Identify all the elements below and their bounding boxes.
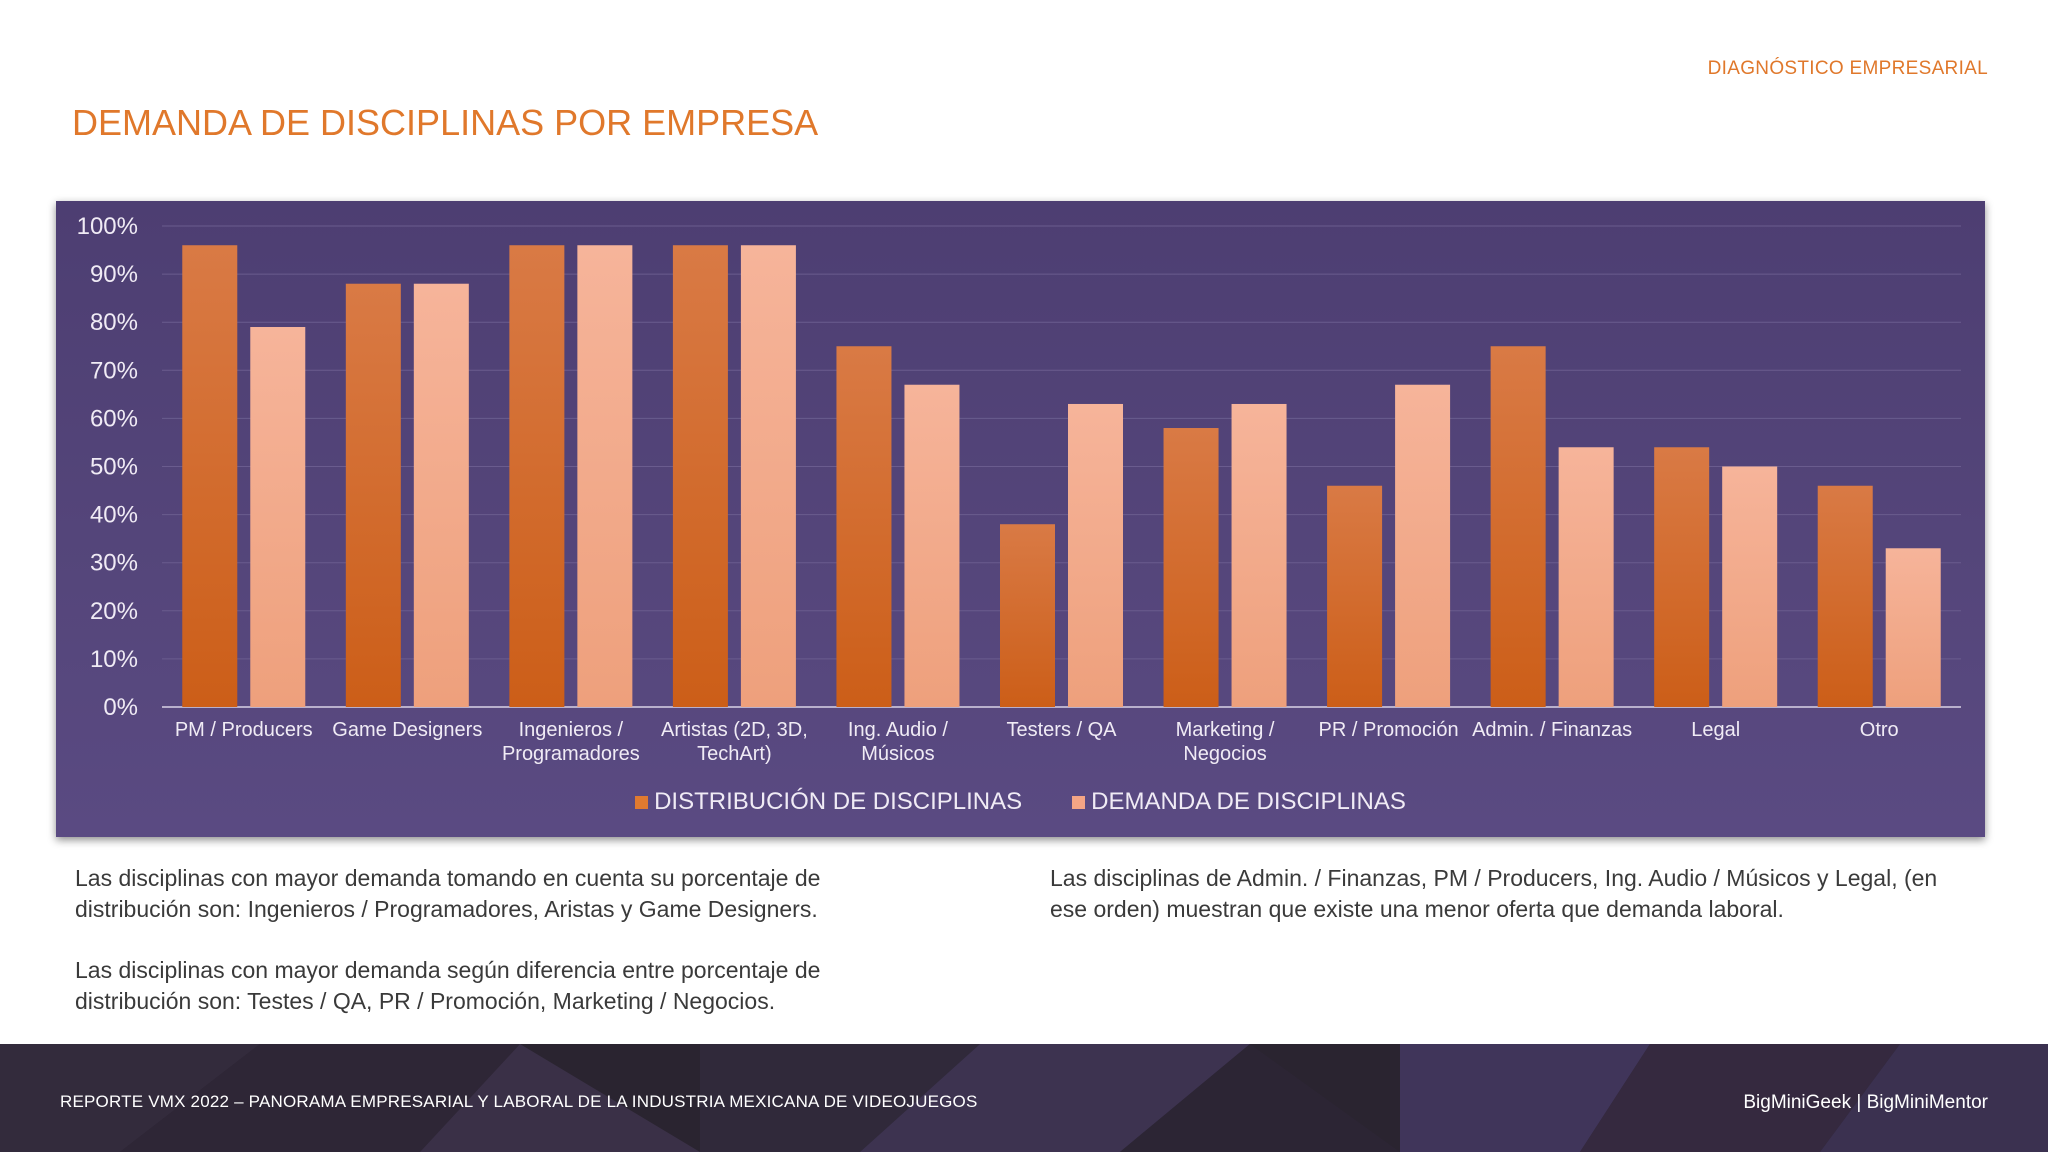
bar-distribucion [1327, 485, 1383, 707]
y-tick-label: 60% [90, 405, 138, 432]
legend-label-demanda: DEMANDA DE DISCIPLINAS [1091, 788, 1406, 815]
bar-demanda [1722, 466, 1778, 707]
bar-chart: 0% 10% 20% 30% 40% 50% 60% 70% 80% 90% 100% PM / Pr… [56, 201, 1985, 837]
chart-legend: DISTRIBUCIÓN DE DISCIPLINAS DEMANDA DE D… [56, 788, 1985, 816]
left-paragraph-2: Las disciplinas con mayor demanda según … [75, 957, 821, 1014]
x-tick-label: Marketing / [1176, 719, 1275, 741]
page-title: DEMANDA DE DISCIPLINAS POR EMPRESA [72, 102, 819, 143]
bar-demanda [413, 283, 469, 707]
x-tick-label: Game Designers [332, 719, 482, 741]
legend-swatch-distribucion [635, 795, 649, 809]
footer-facet [1120, 1044, 1400, 1152]
footer-facet [120, 1044, 520, 1152]
bar-demanda [577, 245, 633, 708]
x-tick-label: Artistas (2D, 3D, [661, 719, 808, 741]
bar-demanda [1068, 403, 1123, 707]
footer-pattern [0, 1044, 2048, 1152]
bar-distribucion [509, 245, 565, 708]
x-tick-label: Testers / QA [1006, 719, 1117, 741]
right-paragraph-1: Las disciplinas de Admin. / Finanzas, PM… [1050, 865, 1938, 922]
footer-facet [0, 1044, 260, 1152]
bar-distribucion [836, 346, 892, 707]
y-tick-label: 20% [90, 598, 138, 625]
x-tick-label: Músicos [861, 743, 934, 765]
footer-facet [420, 1044, 700, 1152]
bar-distribucion [1817, 485, 1873, 707]
x-tick-label: Ingenieros / [519, 719, 624, 741]
x-tick-label: Negocios [1183, 743, 1266, 765]
bar-demanda [250, 327, 306, 707]
y-tick-label: 10% [90, 646, 138, 673]
y-tick-label: 30% [90, 550, 138, 577]
bar-distribucion [1000, 524, 1055, 707]
left-paragraph-1: Las disciplinas con mayor demanda tomand… [75, 865, 821, 922]
footer-report-title: REPORTE VMX 2022 – PANORAMA EMPRESARIAL … [60, 1092, 978, 1111]
footer-brand: BigMiniGeek | BigMiniMentor [1743, 1092, 1988, 1113]
footer-facet [1580, 1044, 1900, 1152]
y-tick-label: 70% [90, 357, 138, 384]
section-tag: DIAGNÓSTICO EMPRESARIAL [1707, 58, 1988, 79]
y-tick-label: 0% [103, 694, 138, 721]
chart-svg: 0% 10% 20% 30% 40% 50% 60% 70% 80% 90% 100% PM / Pr… [77, 213, 1961, 765]
footer-facet [700, 1044, 980, 1152]
bar-distribucion [672, 245, 728, 708]
x-tick-label: TechArt) [697, 743, 771, 765]
footer-bar: REPORTE VMX 2022 – PANORAMA EMPRESARIAL … [0, 1044, 2048, 1152]
bar-demanda [1558, 447, 1614, 707]
bar-distribucion [1654, 447, 1710, 707]
bar-demanda [1231, 403, 1287, 707]
y-tick-label: 40% [90, 502, 138, 529]
bar-distribucion [1490, 346, 1546, 707]
legend-item-distribucion: DISTRIBUCIÓN DE DISCIPLINAS [635, 788, 1022, 816]
y-tick-label: 100% [77, 213, 138, 240]
x-tick-label: Otro [1860, 719, 1899, 741]
footer-facet [1400, 1044, 1650, 1152]
legend-swatch-demanda [1072, 795, 1086, 809]
y-tick-label: 90% [90, 261, 138, 288]
bar-distribucion [1163, 428, 1219, 707]
footer-facet [1820, 1044, 2048, 1152]
x-tick-label: PR / Promoción [1319, 719, 1459, 741]
x-tick-label: PM / Producers [175, 719, 313, 741]
bar-demanda [740, 245, 796, 708]
x-tick-label: Ing. Audio / [848, 719, 949, 741]
y-tick-label: 80% [90, 309, 138, 336]
y-tick-label: 50% [90, 454, 138, 481]
bar-demanda [1395, 384, 1451, 707]
x-tick-label: Admin. / Finanzas [1472, 719, 1632, 741]
legend-item-demanda: DEMANDA DE DISCIPLINAS [1072, 788, 1406, 816]
bar-distribucion [182, 245, 238, 708]
x-tick-label: Legal [1691, 719, 1740, 741]
x-tick-label: Programadores [502, 743, 640, 765]
bar-demanda [904, 384, 960, 707]
bar-distribucion [345, 283, 401, 707]
legend-label-distribucion: DISTRIBUCIÓN DE DISCIPLINAS [654, 788, 1023, 815]
bar-demanda [1885, 548, 1941, 707]
